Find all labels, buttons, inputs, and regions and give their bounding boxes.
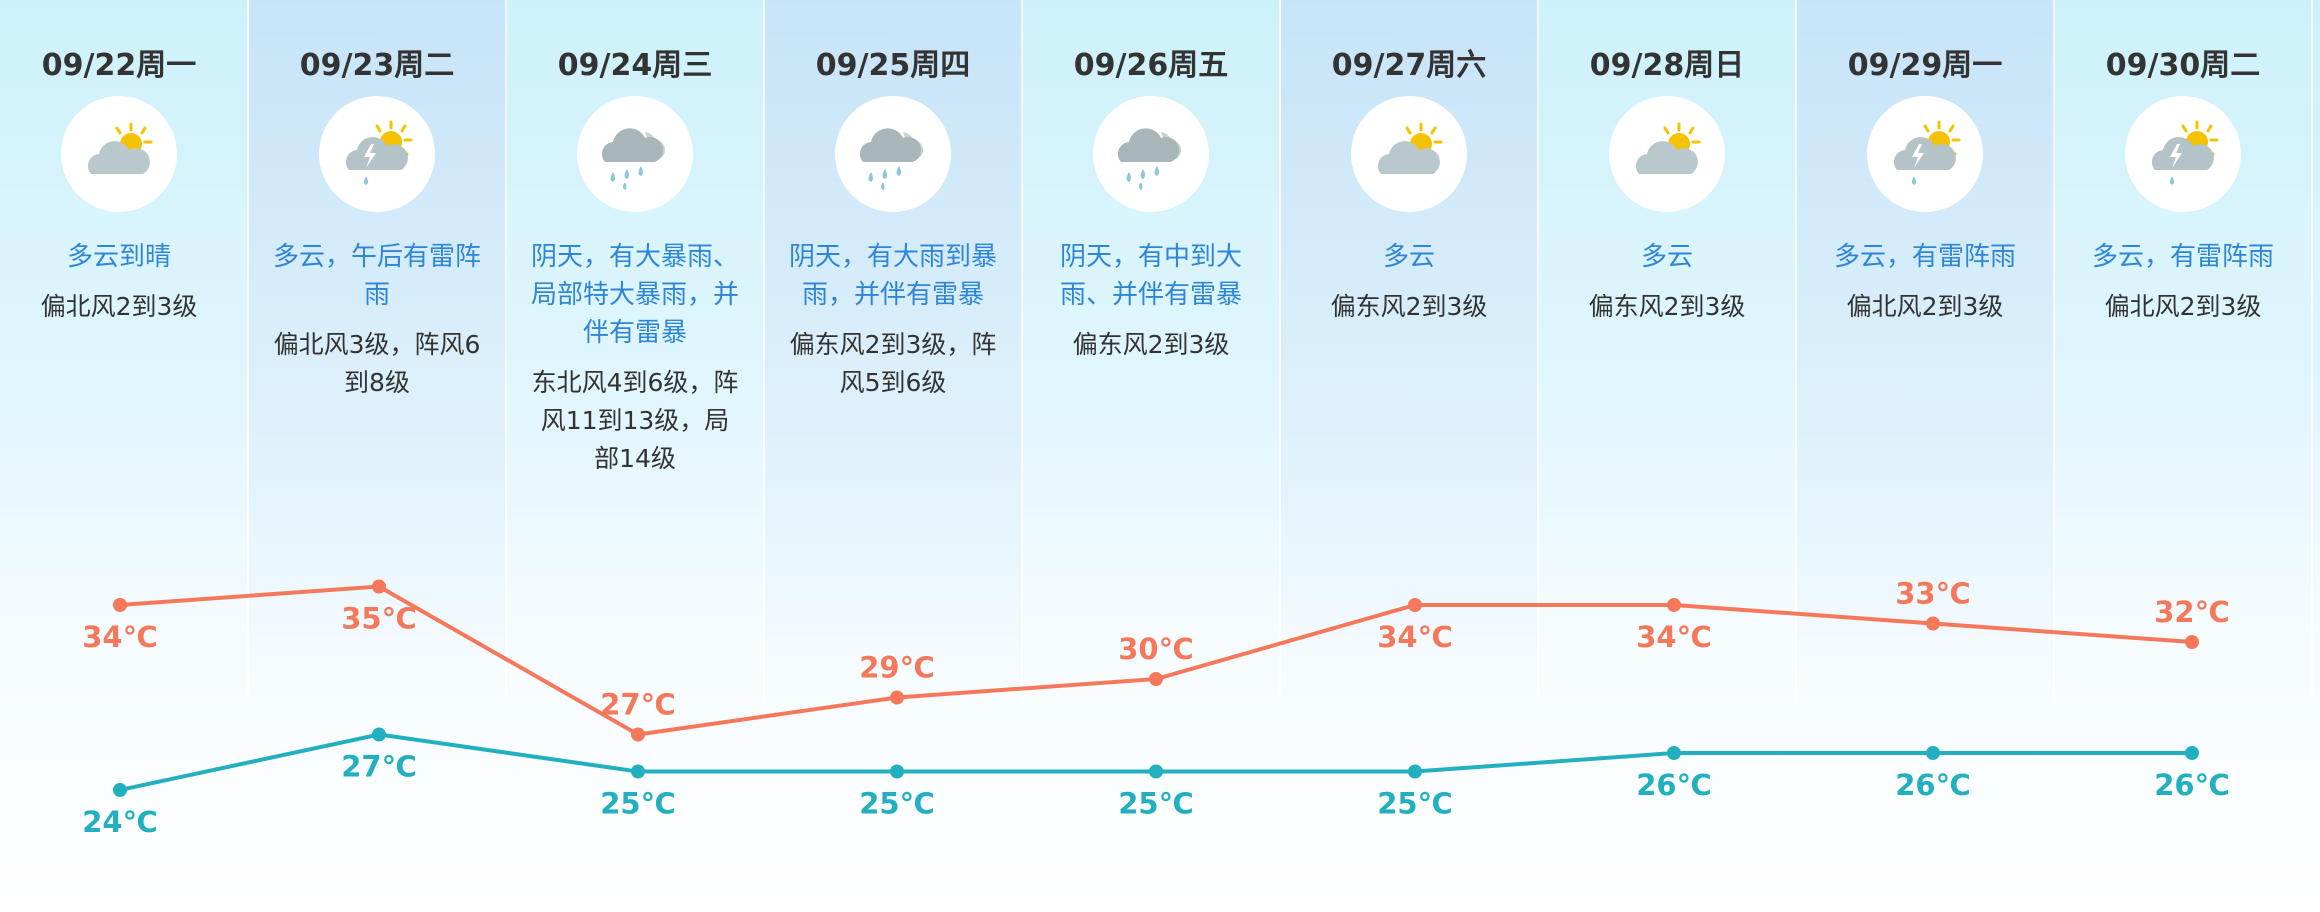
weather-description-block: 阴天，有大暴雨、局部特大暴雨，并伴有雷暴 东北风4到6级，阵风11到13级，局部… (529, 238, 741, 478)
low-temperature-label: 26℃ (1636, 768, 1711, 802)
heavy-rain-icon (835, 96, 951, 212)
thunder-shower-icon (1867, 96, 1983, 212)
high-temperature-label: 34℃ (1636, 620, 1711, 654)
wind-description: 偏北风2到3级 (1846, 292, 2004, 321)
low-temperature-label: 26℃ (2154, 768, 2229, 802)
high-temperature-label: 30℃ (1118, 632, 1193, 666)
day-date: 09/27周六 (1331, 48, 1487, 83)
weather-description: 多云 (1640, 242, 1693, 272)
day-date: 09/24周三 (557, 48, 713, 83)
low-temperature-label: 25℃ (1118, 787, 1193, 821)
weather-description-block: 阴天，有大雨到暴雨，并伴有雷暴 偏东风2到3级，阵风5到6级 (787, 238, 999, 402)
weather-description: 阴天，有中到大雨、并伴有雷暴 (1059, 242, 1242, 310)
high-temperature-label: 35℃ (341, 602, 416, 636)
high-temperature-label: 34℃ (82, 620, 157, 654)
partly-cloudy-icon (61, 96, 177, 212)
low-temperature-label: 25℃ (600, 787, 675, 821)
high-temperature-label: 34℃ (1377, 620, 1452, 654)
day-date: 09/29周一 (1847, 48, 2003, 83)
weather-description: 多云到晴 (66, 242, 171, 272)
high-temperature-point (1667, 598, 1681, 612)
weather-description-block: 多云 偏东风2到3级 (1561, 238, 1773, 326)
day-date: 09/25周四 (815, 48, 971, 83)
high-temperature-label: 29℃ (859, 651, 934, 685)
weather-description: 多云 (1382, 242, 1435, 272)
wind-description: 偏东风2到3级 (1072, 330, 1230, 359)
day-column: 09/30周二 多云，有雷阵雨 偏北风2到3级 (2055, 0, 2313, 700)
low-temperature-label: 26℃ (1895, 768, 1970, 802)
partly-cloudy-icon (1351, 96, 1467, 212)
weather-description-block: 多云，午后有雷阵雨 偏北风3级，阵风6到8级 (271, 238, 483, 402)
low-temperature-point (1149, 764, 1163, 779)
weather-description-block: 多云到晴 偏北风2到3级 (13, 238, 225, 326)
low-temperature-point (1408, 764, 1422, 779)
day-column: 09/27周六 多云 偏东风2到3级 (1281, 0, 1539, 700)
wind-description: 偏东风2到3级，阵风5到6级 (789, 330, 997, 397)
weather-description: 多云，午后有雷阵雨 (272, 242, 481, 310)
weather-description: 多云，有雷阵雨 (1833, 242, 2016, 272)
high-temperature-label: 33℃ (1895, 577, 1970, 611)
wind-description: 偏北风2到3级 (2104, 292, 2262, 321)
low-temperature-point (2185, 746, 2199, 760)
wind-description: 偏北风2到3级 (40, 292, 198, 321)
high-temperature-point (1408, 598, 1422, 612)
day-date: 09/22周一 (41, 48, 197, 83)
low-temperature-point (890, 764, 904, 779)
day-date: 09/26周五 (1073, 48, 1229, 83)
day-date: 09/23周二 (299, 48, 455, 83)
heavy-rain-icon (577, 96, 693, 212)
thunder-shower-icon (319, 96, 435, 212)
weather-description-block: 多云，有雷阵雨 偏北风2到3级 (1819, 238, 2031, 326)
weather-description: 多云，有雷阵雨 (2091, 242, 2274, 272)
low-temperature-point (631, 764, 645, 779)
day-date: 09/28周日 (1589, 48, 1745, 83)
day-column: 09/29周一 多云，有雷阵雨 偏北风2到3级 (1797, 0, 2055, 700)
high-temperature-point (372, 579, 386, 594)
wind-description: 东北风4到6级，阵风11到13级，局部14级 (531, 368, 739, 473)
high-temperature-label: 27℃ (600, 688, 675, 722)
high-temperature-point (1926, 616, 1940, 631)
day-column: 09/25周四 阴天，有大雨到暴雨，并伴有雷暴 偏东风2到3级，阵风5到6级 (765, 0, 1023, 700)
low-temperature-point (1667, 746, 1681, 760)
day-date: 09/30周二 (2105, 48, 2261, 83)
low-temperature-line (119, 732, 2192, 792)
low-temperature-label: 27℃ (341, 750, 416, 784)
high-temperature-point (113, 598, 127, 612)
low-temperature-label: 25℃ (1377, 787, 1452, 821)
weather-description: 阴天，有大雨到暴雨，并伴有雷暴 (788, 242, 997, 310)
low-temperature-point (1926, 746, 1940, 760)
high-temperature-label: 32℃ (2154, 595, 2229, 629)
low-temperature-point (372, 727, 386, 742)
thunder-shower-icon (2125, 96, 2241, 212)
weather-description: 阴天，有大暴雨、局部特大暴雨，并伴有雷暴 (530, 242, 739, 348)
heavy-rain-icon (1093, 96, 1209, 212)
low-temperature-label: 24℃ (82, 805, 157, 839)
weather-description-block: 阴天，有中到大雨、并伴有雷暴 偏东风2到3级 (1045, 238, 1257, 364)
day-column: 09/26周五 阴天，有中到大雨、并伴有雷暴 偏东风2到3级 (1023, 0, 1281, 700)
wind-description: 偏东风2到3级 (1330, 292, 1488, 321)
wind-description: 偏东风2到3级 (1588, 292, 1746, 321)
high-temperature-point (1149, 672, 1163, 686)
wind-description: 偏北风3级，阵风6到8级 (273, 330, 481, 397)
high-temperature-point (631, 727, 645, 742)
day-column: 09/28周日 多云 偏东风2到3级 (1539, 0, 1797, 700)
weather-description-block: 多云 偏东风2到3级 (1303, 238, 1515, 326)
day-column: 09/24周三 阴天，有大暴雨、局部特大暴雨，并伴有雷暴 东北风4到6级，阵风1… (507, 0, 765, 700)
high-temperature-point (890, 690, 904, 705)
weather-description-block: 多云，有雷阵雨 偏北风2到3级 (2077, 238, 2289, 326)
day-column: 09/23周二 多云，午后有雷阵雨 偏北风3级，阵风6到8级 (249, 0, 507, 700)
high-temperature-point (2185, 635, 2199, 649)
day-column: 09/22周一 多云到晴 偏北风2到3级 (0, 0, 249, 700)
partly-cloudy-icon (1609, 96, 1725, 212)
low-temperature-label: 25℃ (859, 787, 934, 821)
low-temperature-point (113, 783, 127, 797)
